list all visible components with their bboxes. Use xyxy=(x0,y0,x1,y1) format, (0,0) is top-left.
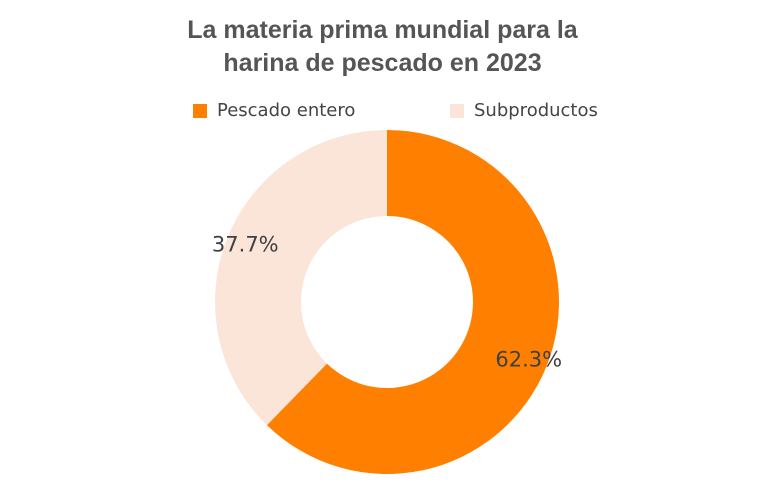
legend-swatch-subproductos xyxy=(450,103,464,118)
slice-subproductos xyxy=(215,130,387,426)
data-label-pescado-entero: 62.3% xyxy=(495,348,562,372)
data-label-subproductos: 37.7% xyxy=(212,232,279,256)
legend-item-pescado-entero: Pescado entero xyxy=(193,100,355,121)
chart-legend: Pescado entero Subproductos xyxy=(0,100,765,124)
legend-swatch-pescado-entero xyxy=(193,103,207,118)
chart-title: La materia prima mundial para la harina … xyxy=(0,14,765,80)
chart-title-line-2: harina de pescado en 2023 xyxy=(223,49,542,77)
legend-item-subproductos: Subproductos xyxy=(450,100,598,121)
chart-title-line-1: La materia prima mundial para la xyxy=(187,16,578,44)
legend-label-pescado-entero: Pescado entero xyxy=(217,100,356,121)
slice-pescado-entero xyxy=(266,130,559,475)
legend-label-subproductos: Subproductos xyxy=(474,100,598,121)
